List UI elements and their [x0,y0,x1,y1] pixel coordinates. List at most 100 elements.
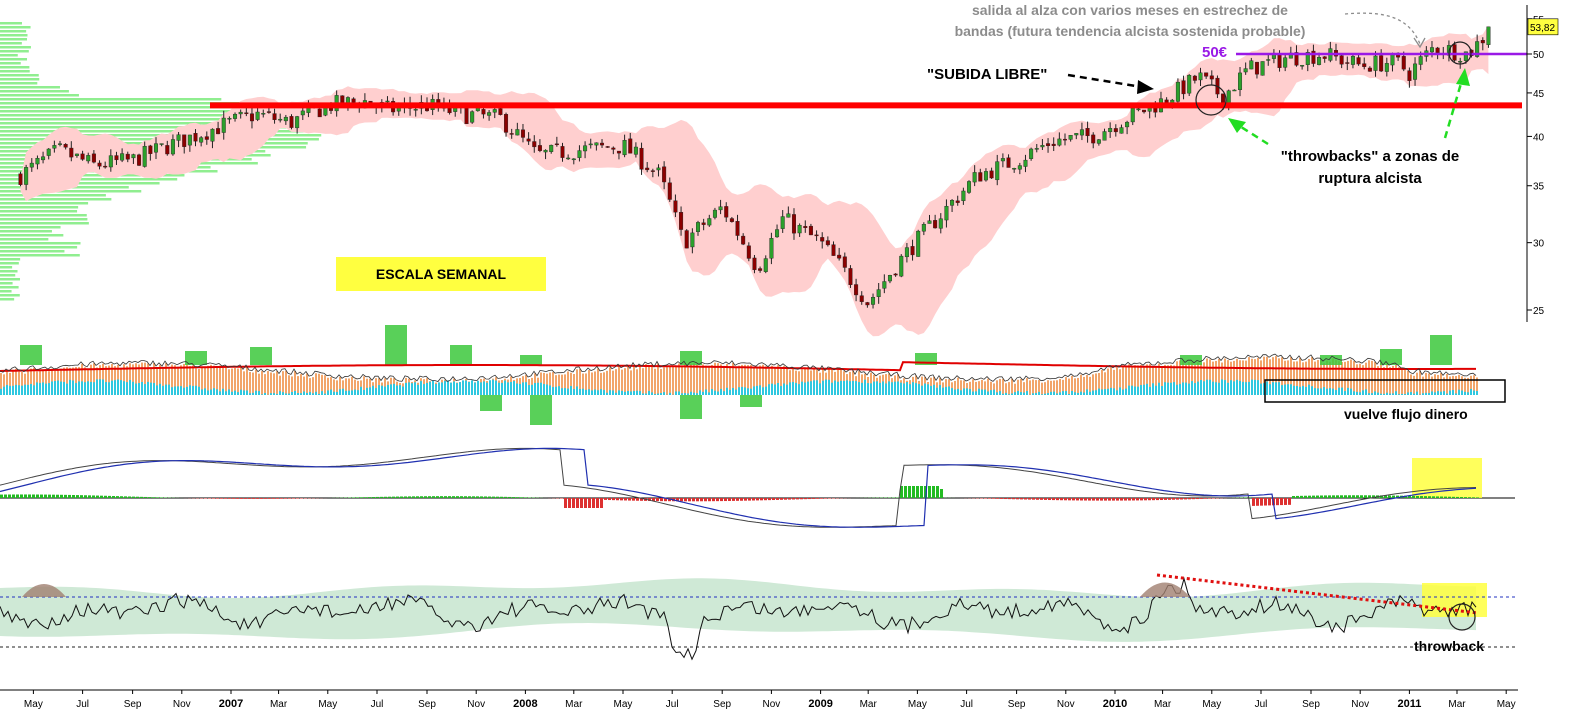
flow-cyan-bar [1188,383,1190,395]
flow-cyan-bar [843,380,845,395]
flow-bar [24,373,26,395]
macd-hist-up [1312,495,1315,498]
flow-cyan-bar [564,388,566,395]
flow-cyan-bar [471,380,473,395]
flow-cyan-bar [1221,379,1223,395]
up-candle [131,154,136,159]
down-candle [820,237,825,242]
macd-hist-down [1068,498,1071,501]
flow-bar [48,371,50,395]
macd-signal-line [0,447,1477,528]
flow-bar [1419,370,1421,395]
macd-hist-up [936,486,939,498]
time-tick-label: 2007 [219,698,243,710]
macd-hist-up [908,486,911,498]
flow-cyan-bar [1467,392,1469,395]
flow-cyan-bar [243,390,245,395]
macd-hist-down [776,498,779,500]
macd-hist-up [1248,497,1251,498]
up-candle [1175,81,1180,102]
flow-cyan-bar [81,381,83,395]
flow-bar [1077,377,1079,395]
flow-bar [249,371,251,395]
flow-cyan-bar [1071,390,1073,395]
flow-cyan-bar [987,391,989,395]
flow-bar [996,380,998,395]
macd-hist-down [664,498,667,502]
up-candle [1463,51,1468,61]
flow-bar [1044,382,1046,395]
macd-hist-down [1276,498,1279,506]
volume-profile-bar [0,54,18,57]
macd-hist-down [580,498,583,508]
macd-hist-down [284,498,287,499]
macd-hist-down [748,498,751,501]
flow-cyan-bar [1104,389,1106,395]
up-candle [470,111,475,123]
flow-cyan-bar [1059,392,1061,395]
flow-bar [1026,378,1028,395]
up-candle [1130,108,1135,123]
flow-cyan-bar [1314,388,1316,395]
flow-bar [1458,374,1460,395]
flow-cyan-bar [846,380,848,395]
macd-hist-up [1380,495,1383,498]
flow-bar [1278,358,1280,395]
up-candle [176,134,181,141]
flow-bar [1209,359,1211,395]
down-candle [481,109,486,115]
flow-bar [1134,365,1136,395]
flow-bar [369,378,371,395]
flow-cyan-bar [360,386,362,395]
down-candle [244,112,249,114]
flow-cyan-bar [429,381,431,395]
flow-cyan-bar [342,388,344,395]
macd-hist-up [428,496,431,498]
up-candle [983,171,988,181]
flow-bar [1023,382,1025,395]
macd-hist-down [280,498,283,499]
throwback-circle-2 [1448,41,1472,65]
flow-bar [228,369,230,395]
flow-cyan-bar [717,391,719,395]
macd-hist-down [592,498,595,508]
flow-bar [1116,367,1118,395]
down-candle [1254,61,1259,75]
flow-cyan-bar [174,386,176,395]
flow-bar [1131,367,1133,395]
macd-hist-up [52,494,55,498]
up-candle [543,149,548,153]
macd-hist-up [80,495,83,498]
macd-hist-up [488,496,491,498]
throwback-circle-1 [1195,84,1227,116]
flow-bar [981,379,983,395]
macd-hist-up [432,496,435,498]
flow-cyan-bar [1185,382,1187,395]
macd-hist-down [1164,498,1167,500]
flow-cyan-bar [1152,383,1154,395]
flow-bar [1251,358,1253,395]
flow-cyan-bar [1332,388,1334,395]
flow-cyan-bar [789,382,791,395]
flow-bar [246,367,248,395]
flow-cyan-bar [525,382,527,395]
flow-bar [1248,357,1250,395]
up-candle [120,153,125,161]
flow-cyan-bar [858,382,860,395]
flow-bar [1173,365,1175,395]
flow-bar [732,362,734,395]
flow-bar [735,367,737,395]
flow-cyan-bar [867,383,869,395]
last-price-box [1527,18,1559,36]
flow-cyan-bar [438,382,440,395]
up-candle [1017,165,1022,170]
macd-hist-down [676,498,679,502]
flow-cyan-bar [1302,385,1304,395]
flow-bar [681,366,683,395]
down-candle [854,284,859,296]
up-candle [1136,108,1141,111]
macd-hist-up [0,494,3,498]
flow-cyan-bar [261,394,263,395]
macd-hist-up [524,497,527,498]
flow-cyan-bar [1116,390,1118,395]
